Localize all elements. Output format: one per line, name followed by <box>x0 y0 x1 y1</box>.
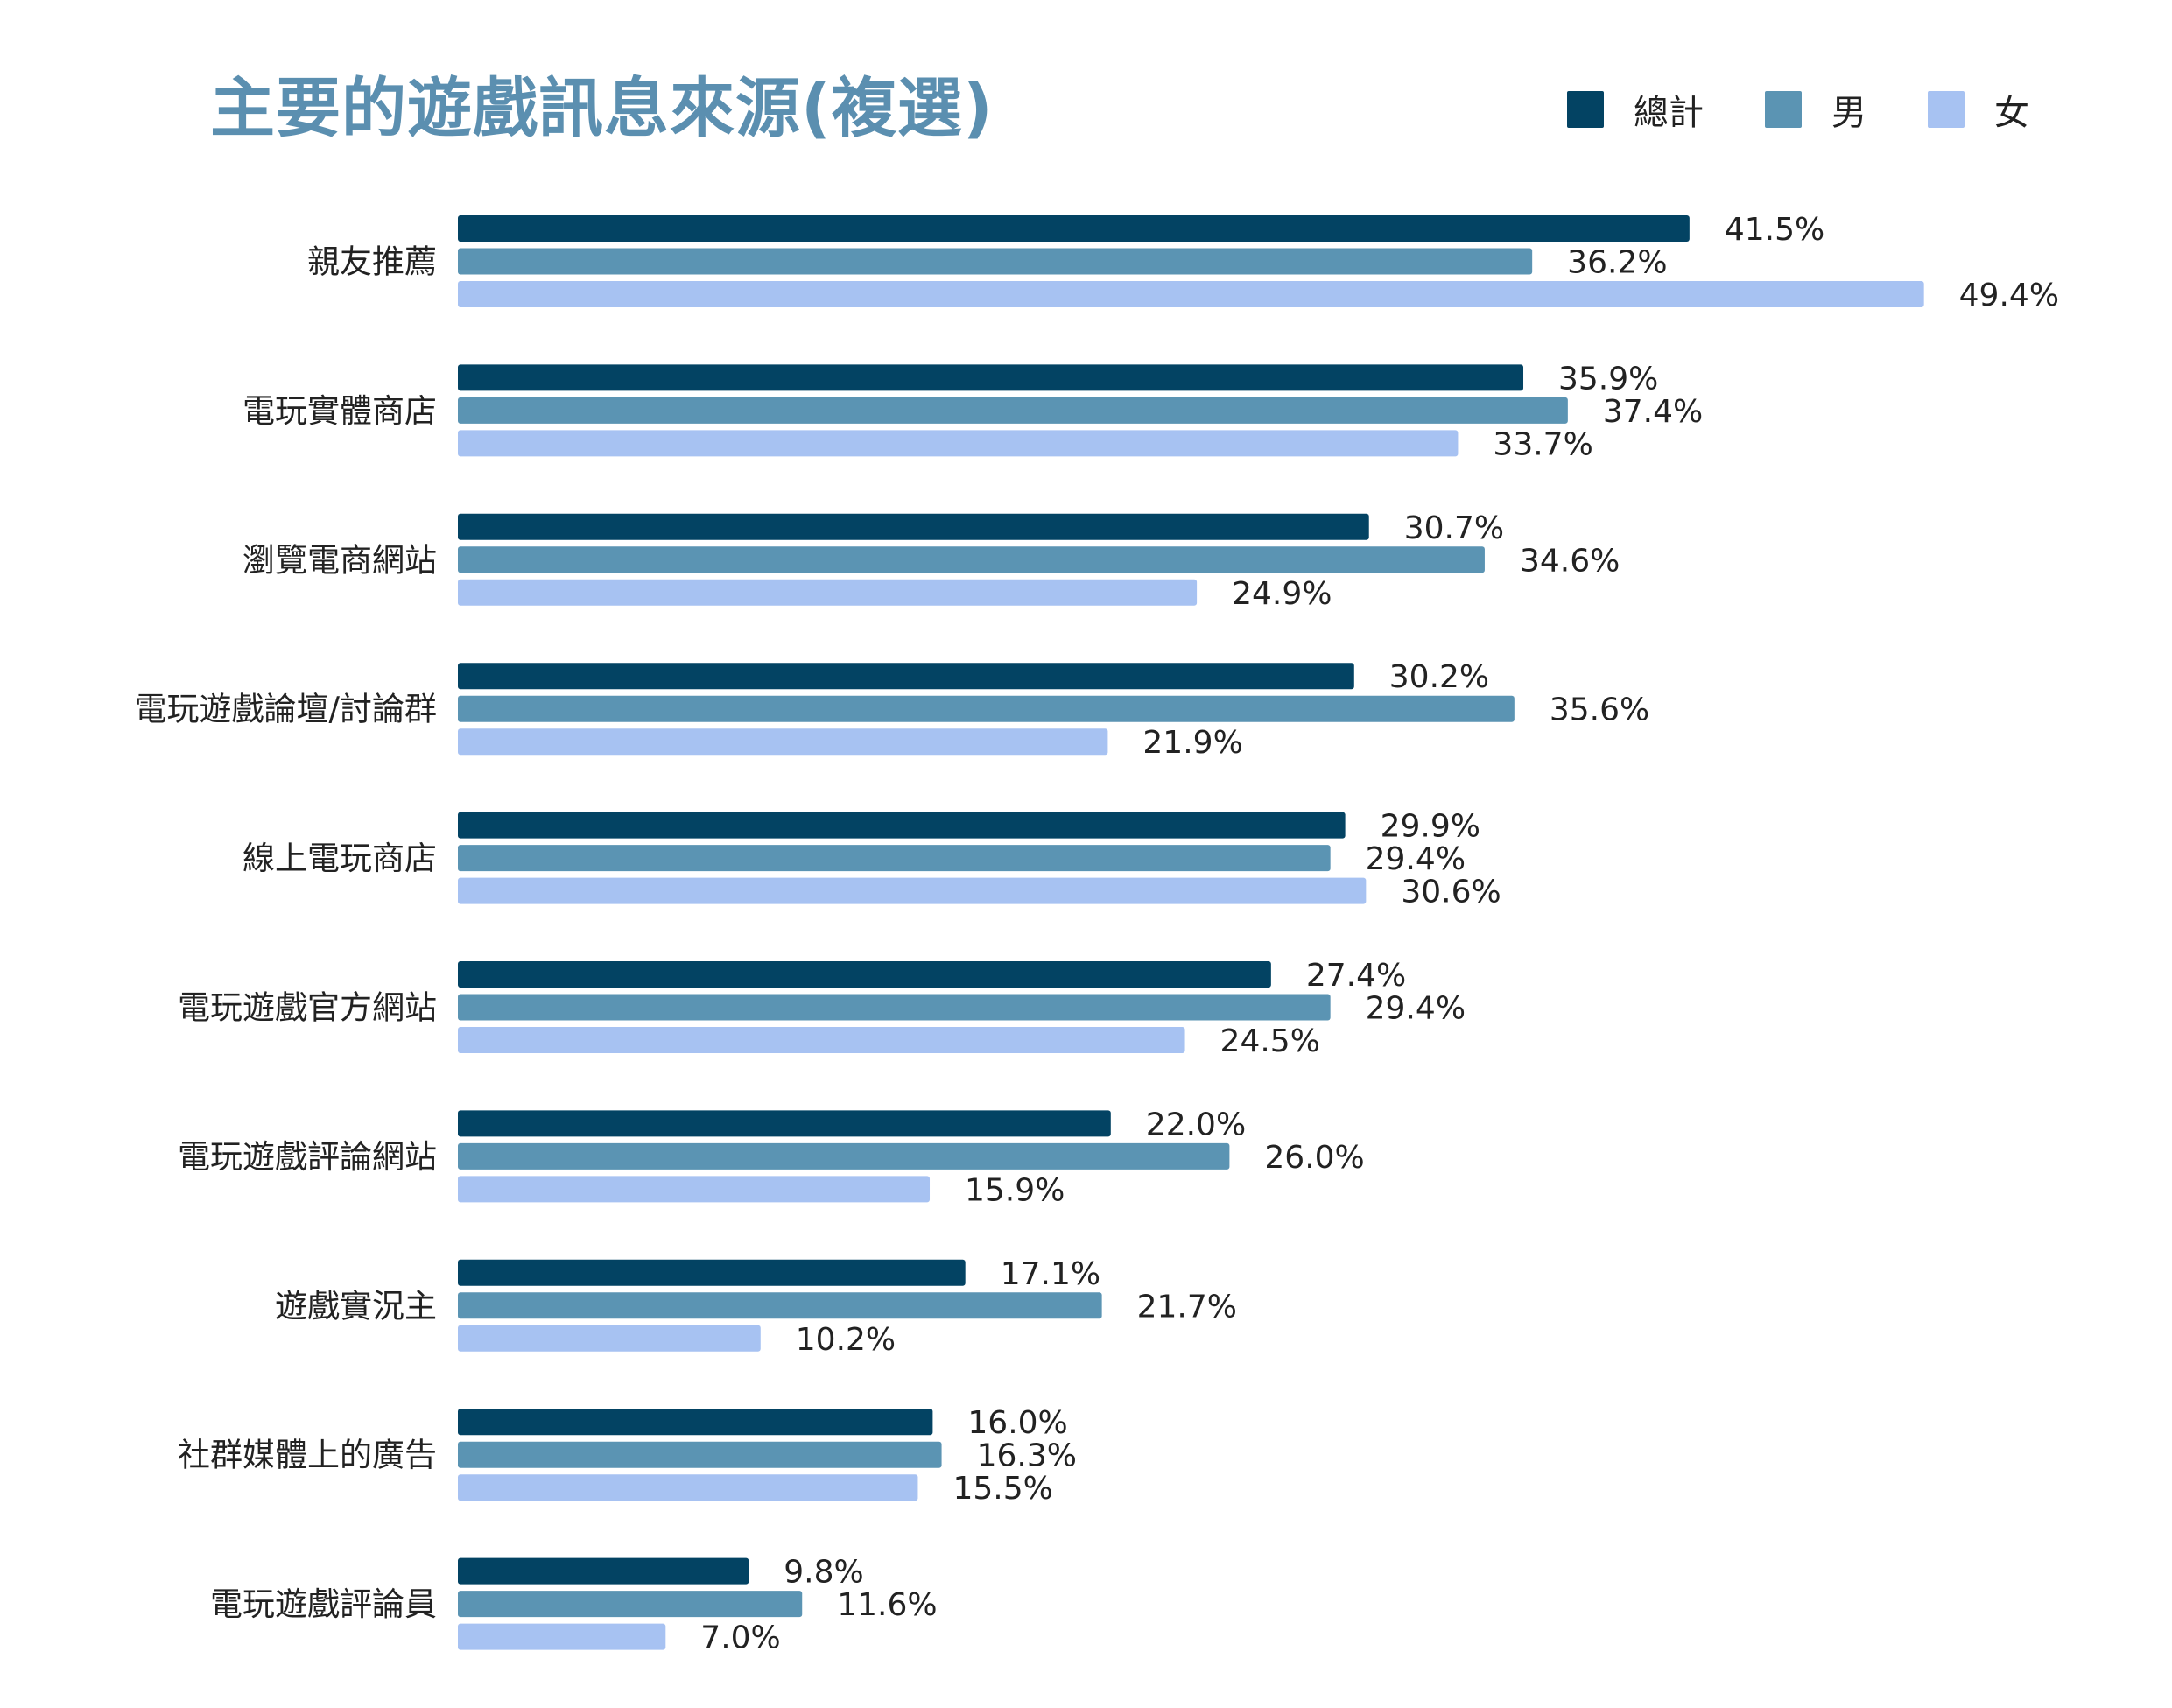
value-label: 27.4% <box>1306 958 1406 994</box>
value-label: 35.6% <box>1550 692 1649 728</box>
legend-item-total: 總計 <box>1567 84 1704 135</box>
value-label: 7.0% <box>700 1620 780 1656</box>
legend-item-female: 女 <box>1928 84 2029 135</box>
bar <box>458 728 1108 756</box>
value-label: 11.6% <box>837 1587 937 1623</box>
bar <box>458 1325 761 1352</box>
bar <box>458 1142 1230 1170</box>
legend-swatch-total <box>1567 91 1604 128</box>
value-label: 37.4% <box>1603 394 1703 430</box>
bar <box>458 1110 1111 1137</box>
legend-label-female: 女 <box>1994 93 2029 133</box>
bar <box>458 397 1568 424</box>
value-label: 24.5% <box>1220 1023 1320 1059</box>
bar <box>458 546 1485 573</box>
bar <box>458 248 1533 275</box>
bar <box>458 281 1924 307</box>
value-label: 30.2% <box>1389 659 1489 695</box>
bar <box>458 663 1354 690</box>
legend-item-male: 男 <box>1765 84 1866 135</box>
category-label: 線上電玩商店 <box>243 840 437 877</box>
legend-swatch-female <box>1928 91 1965 128</box>
bar <box>458 1176 931 1203</box>
value-label: 29.9% <box>1381 809 1480 845</box>
value-label: 29.4% <box>1366 991 1466 1027</box>
value-label: 30.6% <box>1401 875 1501 910</box>
value-label: 17.1% <box>1001 1256 1100 1292</box>
bar <box>458 1292 1102 1319</box>
bar <box>458 1591 803 1618</box>
bar <box>458 1259 966 1286</box>
value-label: 49.4% <box>1959 278 2059 313</box>
value-label: 16.0% <box>967 1405 1067 1441</box>
value-label: 10.2% <box>796 1322 896 1358</box>
bar <box>458 430 1459 457</box>
legend-swatch-male <box>1765 91 1802 128</box>
value-label: 33.7% <box>1493 426 1592 462</box>
value-label: 30.7% <box>1404 510 1504 546</box>
bar <box>458 695 1515 722</box>
value-label: 16.3% <box>977 1438 1077 1474</box>
bar <box>458 994 1331 1021</box>
legend-label-male: 男 <box>1831 93 1866 133</box>
bar <box>458 877 1367 904</box>
value-label: 36.2% <box>1567 245 1667 281</box>
bar <box>458 812 1346 839</box>
bar <box>458 513 1369 540</box>
value-label: 29.4% <box>1366 841 1466 877</box>
value-label: 26.0% <box>1264 1140 1364 1176</box>
value-label: 15.9% <box>965 1172 1065 1208</box>
bar <box>458 1557 749 1585</box>
category-label: 電玩遊戲評論員 <box>210 1585 437 1623</box>
value-label: 41.5% <box>1725 212 1824 248</box>
value-label: 34.6% <box>1520 543 1620 579</box>
bar <box>458 215 1690 242</box>
value-label: 21.7% <box>1137 1289 1237 1325</box>
value-label: 35.9% <box>1558 361 1658 397</box>
value-label: 22.0% <box>1146 1107 1246 1142</box>
chart-title: 主要的遊戲訊息來源(複選) <box>210 71 994 146</box>
value-label: 21.9% <box>1142 725 1242 761</box>
value-label: 15.5% <box>952 1471 1052 1507</box>
bar <box>458 364 1524 391</box>
category-label: 社群媒體上的廣告 <box>178 1437 437 1474</box>
category-label: 電玩遊戲官方網站 <box>178 989 437 1027</box>
category-label: 親友推薦 <box>307 243 437 281</box>
bar <box>458 1474 918 1501</box>
bar <box>458 579 1198 606</box>
category-label: 電玩實體商店 <box>243 392 437 430</box>
bar <box>458 845 1331 872</box>
legend-label-total: 總計 <box>1634 93 1704 133</box>
bar <box>458 1409 933 1436</box>
value-label: 24.9% <box>1232 576 1332 612</box>
category-label: 電玩遊戲論壇/討論群 <box>135 691 437 728</box>
bar <box>458 961 1271 988</box>
bar <box>458 1441 942 1468</box>
category-label: 瀏覽電商網站 <box>243 541 437 579</box>
category-label: 電玩遊戲評論網站 <box>178 1138 437 1176</box>
bar <box>458 1623 666 1650</box>
category-label: 遊戲實況主 <box>275 1287 437 1325</box>
bar <box>458 1027 1185 1053</box>
value-label: 9.8% <box>784 1555 863 1591</box>
legend: 總計 男 女 <box>1567 88 2029 133</box>
